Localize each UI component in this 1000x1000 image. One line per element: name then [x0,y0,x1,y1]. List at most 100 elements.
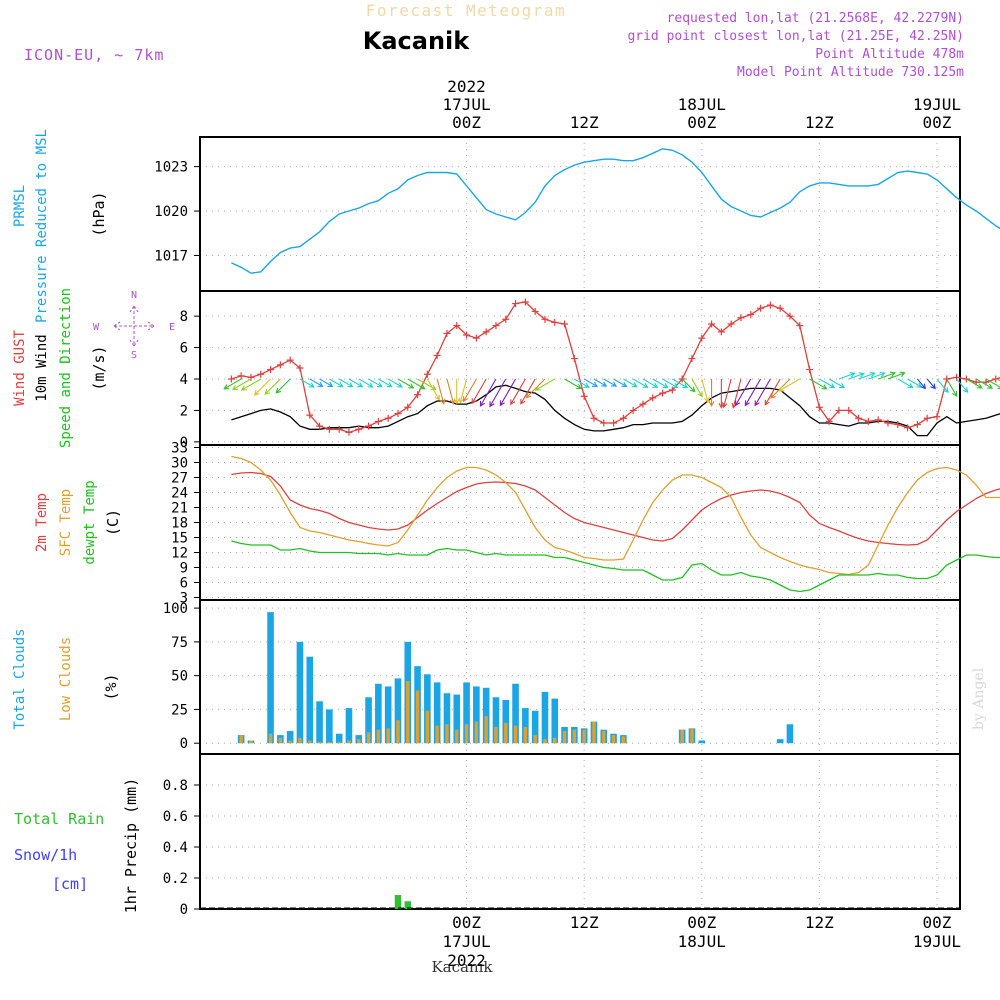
gust-marker [659,389,667,397]
wind-direction-arrow [809,378,828,390]
wind-direction-arrow [701,378,710,404]
total-clouds-bar [551,698,559,744]
gust-marker [306,411,314,419]
gust-marker [766,301,774,309]
wind-direction-arrow [275,378,291,394]
wind-direction-arrow [916,378,927,390]
y-tick-label: 8 [180,309,188,325]
gust-marker [796,322,804,330]
wind-direction-arrow [828,378,846,389]
total-clouds-bar [306,656,314,744]
compass-west: W [93,322,100,333]
snow-label: Snow/1h [14,846,77,864]
low-clouds-bar [425,710,430,744]
low-clouds-bar [288,740,292,744]
gust-marker [492,322,500,330]
gust-marker [737,314,745,322]
rain-bar [404,901,411,909]
gust-marker [512,300,520,308]
wind-direction-arrow [525,378,546,399]
wind-direction-arrow [764,378,781,406]
y-tick-label: 50 [171,669,188,685]
wind-direction-arrow [253,378,271,396]
wind-direction-arrow [387,378,404,388]
pressure-label-prmsl: PRMSL [12,185,28,227]
low-clouds-bar [278,737,283,744]
panel-border [199,599,961,755]
gust-marker [482,328,490,336]
low-clouds-bar [611,735,616,744]
y-tick-label: 24 [171,486,188,502]
low-clouds-bar [268,733,273,744]
low-clouds-bar [406,681,410,744]
wind-direction-arrow [926,378,936,390]
gust-marker [727,320,735,328]
low-clouds-bar [249,740,253,744]
wind-direction-arrow [887,371,906,380]
y-tick-label: 0.2 [163,871,188,887]
y-tick-label: 15 [171,531,188,547]
snow-unit-label: [cm] [52,875,88,893]
gust-marker [629,406,637,414]
top-hour-label: 12Z [805,113,834,132]
gust-marker [923,414,931,422]
y-tick-label: 0 [180,902,188,918]
total-clouds-label: Total Clouds [12,628,28,729]
gust-marker [845,406,853,414]
y-tick-label: 0 [180,736,188,752]
gust-marker [688,355,696,363]
top-date-label: 17JUL [442,95,490,114]
gust-marker [717,328,725,336]
bottom-year-label: 2022 [447,951,486,970]
wind-direction-arrow [309,378,324,387]
low-clouds-bar [445,724,449,744]
wind10m-label: 10m Wind [34,334,50,401]
panel-border [199,136,961,292]
wind-direction-arrow [956,378,969,394]
wind-direction-arrow [838,372,856,380]
wind-direction-arrow [744,378,762,407]
wind-direction-arrow [299,378,315,388]
rain-label: Total Rain [14,810,104,828]
gust-marker [698,334,706,342]
gust-marker [423,370,431,378]
precip-unit: 1hr Precip (mm) [122,778,140,913]
wind-direction-arrow [264,378,281,395]
gust-marker [394,410,402,418]
gust-marker [276,361,284,369]
wind-direction-arrow [368,378,383,388]
gust-marker [825,417,833,425]
wind-direction-arrow [319,378,334,387]
top-hour-label: 00Z [923,113,952,132]
wind-direction-arrow [966,378,983,389]
footer-location: Kacanik [431,958,493,976]
y-tick-label: 12 [171,546,188,562]
gust-marker [668,386,676,394]
pressure-line [231,148,1000,274]
low-clouds-bar [386,728,390,744]
gust-marker [414,391,422,399]
wind-direction-arrow [613,378,628,387]
low-clouds-bar [621,736,626,744]
bottom-date-label: 17JUL [442,932,490,951]
wind-direction-arrow [479,378,497,407]
gust-marker [335,425,343,433]
total-clouds-bar [384,686,392,744]
compass-north: N [131,290,137,301]
y-tick-label: 1023 [154,160,188,176]
gust-marker [884,419,892,427]
total-clouds-bar [316,701,323,744]
bottom-hour-label: 00Z [923,913,952,932]
wind-direction-arrow [574,378,590,388]
low-clouds-bar [298,737,302,744]
wind-direction-arrow [462,378,477,403]
gust-marker [610,419,618,427]
low-clouds-bar [366,732,371,744]
gust-marker [570,355,578,363]
total-clouds-bar [394,678,402,744]
wind-direction-arrow [338,378,354,388]
total-clouds-bar [267,612,274,744]
gust-marker [649,394,657,402]
gust-marker [345,428,353,436]
wind-direction-arrow [436,378,446,405]
